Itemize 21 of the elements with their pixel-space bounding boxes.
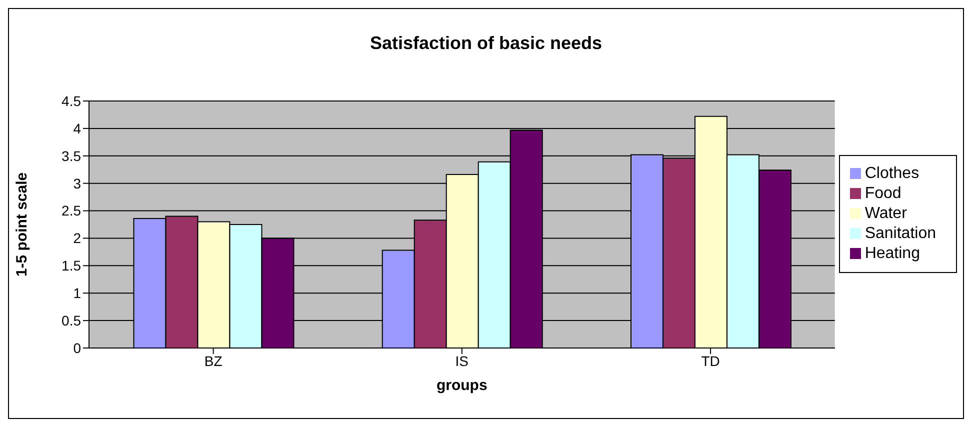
x-axis-title: groups [436,377,488,394]
x-tick-label: TD [701,352,720,369]
y-tick-label: 1.5 [62,258,82,274]
legend-label: Clothes [864,164,920,182]
legend-label: Sanitation [864,224,936,242]
chart-title: Satisfaction of basic needs [368,33,604,54]
y-tick-label: 3 [73,175,82,192]
y-tick-label: 2.5 [62,202,82,219]
y-axis-title: 1-5 point scale [13,172,30,277]
y-tick-label: 4.5 [62,92,82,109]
legend-label: Water [864,204,907,222]
y-tick-label: 3.5 [62,148,82,164]
y-tick-label: 2 [73,230,82,246]
y-tick-label: 0.5 [62,312,82,329]
x-tick-label: IS [455,352,469,369]
x-tick-label: BZ [204,352,223,369]
y-tick-label: 0 [73,340,82,356]
legend-label: Heating [864,244,920,262]
y-tick-label: 1 [73,285,82,302]
legend-label: Food [864,184,902,202]
y-tick-label: 4 [73,120,82,136]
